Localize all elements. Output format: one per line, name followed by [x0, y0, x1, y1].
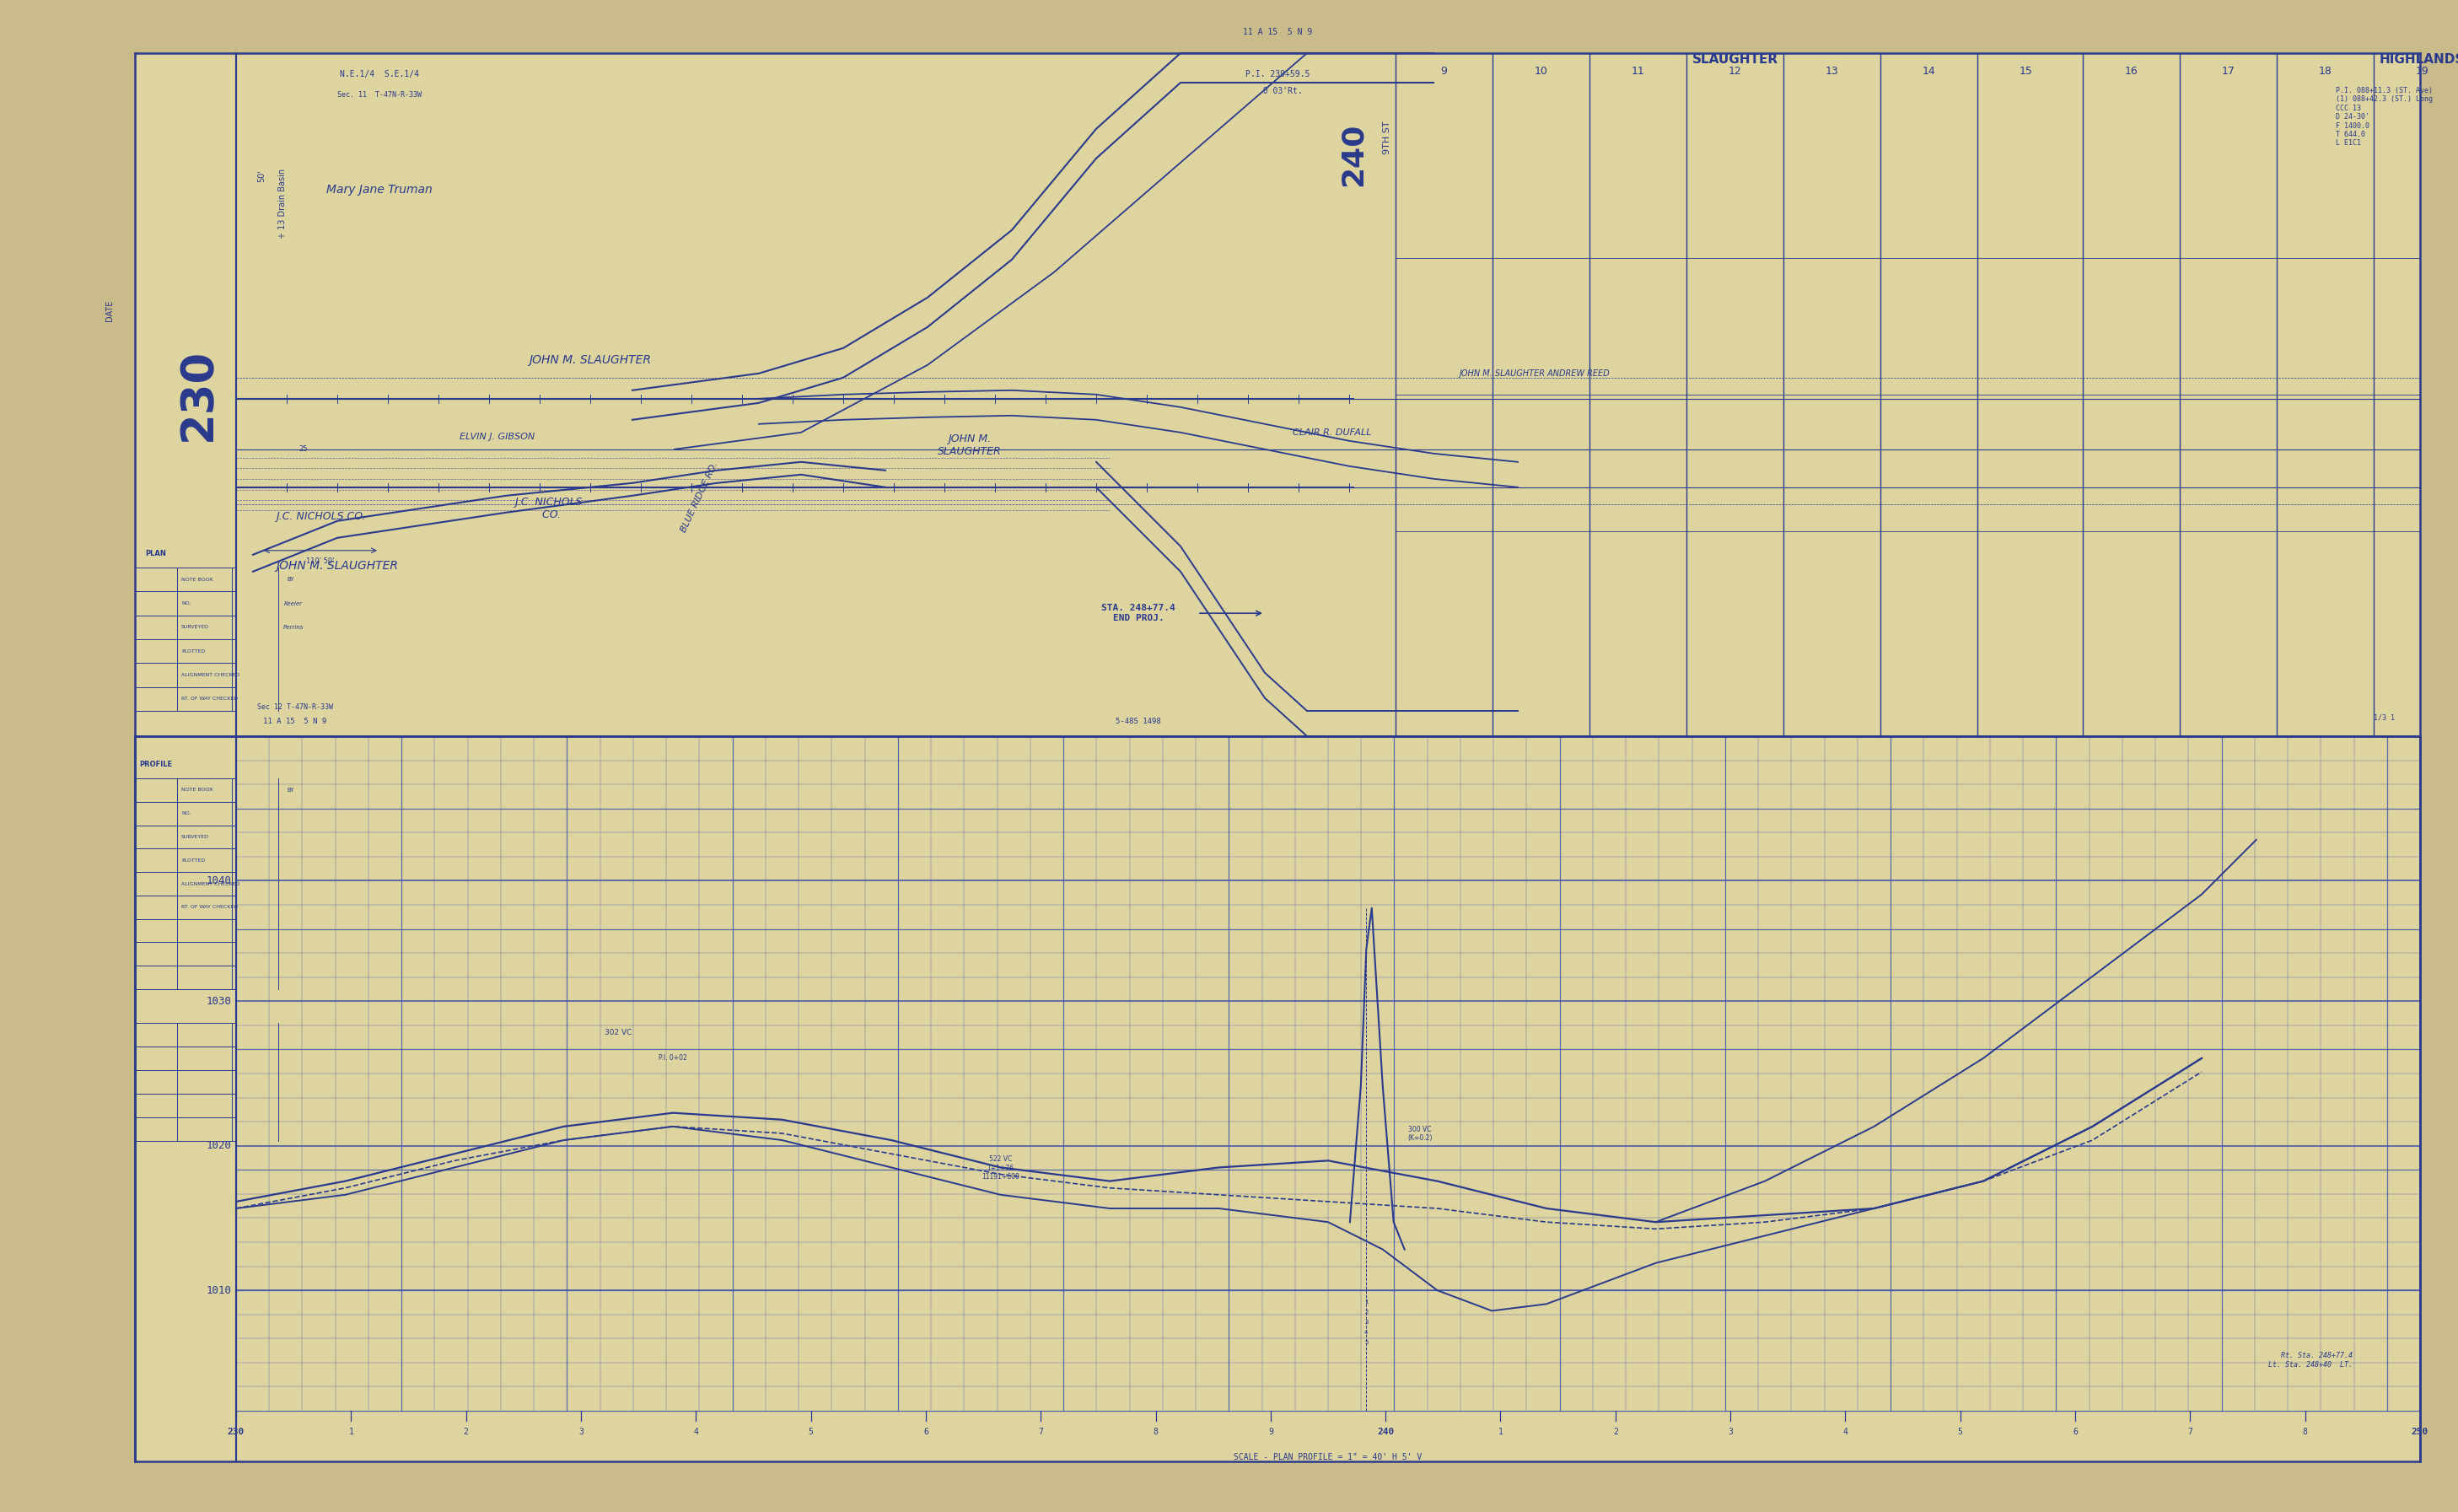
Text: 4: 4	[1364, 1331, 1369, 1335]
Text: 9: 9	[1268, 1427, 1273, 1436]
Bar	[135, 736, 2421, 1462]
Text: 2: 2	[1364, 1309, 1369, 1315]
Text: 110' 50': 110' 50'	[307, 558, 334, 565]
Text: 250: 250	[2411, 1427, 2429, 1436]
Text: 1020: 1020	[206, 1140, 231, 1151]
Text: HIGHLANDS: HIGHLANDS	[2379, 53, 2458, 67]
Text: 9TH ST: 9TH ST	[1384, 121, 1391, 154]
Text: JOHN M. SLAUGHTER: JOHN M. SLAUGHTER	[528, 355, 651, 366]
Text: 5: 5	[809, 1427, 814, 1436]
Text: 1: 1	[1497, 1427, 1502, 1436]
Text: 18: 18	[2318, 67, 2333, 77]
Text: 230: 230	[229, 1427, 246, 1436]
Text: 522 VC
1+1+76
11191+600: 522 VC 1+1+76 11191+600	[981, 1155, 1020, 1181]
Text: 2: 2	[465, 1427, 469, 1436]
Text: 1/3 1: 1/3 1	[2374, 714, 2394, 721]
Text: 5: 5	[1364, 1340, 1369, 1346]
Text: 11 A 15  5 N 9: 11 A 15 5 N 9	[1244, 27, 1313, 36]
Text: Perrins: Perrins	[283, 624, 305, 631]
Text: PLOTTED: PLOTTED	[182, 859, 204, 862]
Text: 11 A 15  5 N 9: 11 A 15 5 N 9	[263, 718, 327, 726]
Text: 6: 6	[2072, 1427, 2077, 1436]
Text: CLAIR R. DUFALL: CLAIR R. DUFALL	[1293, 428, 1372, 437]
Text: N.E.1/4  S.E.1/4: N.E.1/4 S.E.1/4	[339, 70, 418, 79]
Text: 1040: 1040	[206, 875, 231, 886]
Text: SURVEYED: SURVEYED	[182, 624, 209, 629]
Text: STA. 248+77.4
END PROJ.: STA. 248+77.4 END PROJ.	[1101, 605, 1175, 623]
Text: 3: 3	[578, 1427, 583, 1436]
Text: 17: 17	[2222, 67, 2234, 77]
Text: 9: 9	[1440, 67, 1448, 77]
Text: ALIGNMENT CHECKED: ALIGNMENT CHECKED	[182, 673, 241, 677]
Text: PLAN: PLAN	[145, 550, 167, 558]
Text: PROFILE: PROFILE	[140, 761, 172, 768]
Text: 6: 6	[924, 1427, 929, 1436]
Text: 8: 8	[2303, 1427, 2308, 1436]
Text: 19: 19	[2416, 67, 2429, 77]
Text: 3: 3	[1728, 1427, 1733, 1436]
Text: Rt. Sta. 248+77.4
Lt. Sta. 248+40  LT.: Rt. Sta. 248+77.4 Lt. Sta. 248+40 LT.	[2269, 1352, 2352, 1368]
Text: 0 03'Rt.: 0 03'Rt.	[1254, 86, 1303, 95]
Text: ALIGNMENT CHECKED: ALIGNMENT CHECKED	[182, 881, 241, 886]
Text: 7: 7	[2188, 1427, 2193, 1436]
Text: NO.: NO.	[182, 602, 192, 605]
Text: NOTE BOOK: NOTE BOOK	[182, 788, 214, 792]
Text: 300 VC
(K=0.2): 300 VC (K=0.2)	[1408, 1125, 1433, 1142]
Text: Keeler: Keeler	[285, 600, 302, 606]
Text: P.I. 0+02: P.I. 0+02	[659, 1054, 688, 1061]
Text: 5: 5	[1959, 1427, 1964, 1436]
Text: JOHN M. SLAUGHTER: JOHN M. SLAUGHTER	[275, 559, 398, 572]
Text: 1: 1	[1364, 1300, 1369, 1305]
Text: 8: 8	[1153, 1427, 1158, 1436]
Text: ELVIN J. GIBSON: ELVIN J. GIBSON	[460, 432, 536, 442]
Text: 240: 240	[1376, 1427, 1394, 1436]
Text: 13: 13	[1826, 67, 1839, 77]
Text: 7: 7	[1037, 1427, 1042, 1436]
Text: 3: 3	[1364, 1320, 1369, 1325]
Text: JOHN M.
SLAUGHTER: JOHN M. SLAUGHTER	[939, 434, 1000, 457]
Text: P.I. 239+59.5: P.I. 239+59.5	[1246, 70, 1310, 79]
Text: BY: BY	[288, 788, 295, 792]
Text: Mary Jane Truman: Mary Jane Truman	[327, 184, 433, 195]
Text: 4: 4	[693, 1427, 698, 1436]
Text: 11: 11	[1632, 67, 1644, 77]
Text: 16: 16	[2124, 67, 2138, 77]
Text: 5-48S 1498: 5-48S 1498	[1116, 718, 1160, 726]
Text: BLUE RIDGE RD.: BLUE RIDGE RD.	[681, 461, 720, 534]
Text: 302 VC: 302 VC	[605, 1030, 632, 1037]
Text: 10: 10	[1534, 67, 1549, 77]
Text: 14: 14	[1922, 67, 1934, 77]
Text: P.I. 088+11.3 (ST. Ave)
(1) 088+42.3 (ST.) Long
CCC 13
D 24-30'
F 1400.0
T 644.0: P.I. 088+11.3 (ST. Ave) (1) 088+42.3 (ST…	[2335, 86, 2433, 147]
Text: J.C. NICHOLS
  CO.: J.C. NICHOLS CO.	[514, 496, 583, 520]
Text: 4: 4	[1844, 1427, 1848, 1436]
Text: SURVEYED: SURVEYED	[182, 835, 209, 839]
Text: 1030: 1030	[206, 996, 231, 1007]
Text: PLOTTED: PLOTTED	[182, 649, 204, 653]
Text: J.C. NICHOLS CO.: J.C. NICHOLS CO.	[275, 511, 366, 522]
Text: 240: 240	[1340, 122, 1367, 186]
Text: 25: 25	[300, 446, 307, 454]
Text: SLAUGHTER: SLAUGHTER	[1691, 53, 1777, 67]
Text: 15: 15	[2018, 67, 2033, 77]
Text: 2: 2	[1612, 1427, 1617, 1436]
Text: SCALE - PLAN PROFILE = 1" = 40' H 5' V: SCALE - PLAN PROFILE = 1" = 40' H 5' V	[1234, 1453, 1423, 1462]
Text: Sec 12 T-47N-R-33W: Sec 12 T-47N-R-33W	[258, 703, 334, 711]
Text: Sec. 11  T-47N-R-33W: Sec. 11 T-47N-R-33W	[337, 91, 423, 98]
Text: + 13 Drain Basin: + 13 Drain Basin	[278, 168, 288, 239]
Text: DATE: DATE	[106, 299, 113, 321]
Text: NOTE BOOK: NOTE BOOK	[182, 578, 214, 582]
Text: 12: 12	[1728, 67, 1743, 77]
Text: JOHN M. SLAUGHTER ANDREW REED: JOHN M. SLAUGHTER ANDREW REED	[1460, 369, 1610, 378]
Text: 50': 50'	[258, 169, 265, 183]
Text: RT. OF WAY CHECKED: RT. OF WAY CHECKED	[182, 906, 238, 909]
Text: BY: BY	[288, 578, 295, 582]
Text: NO.: NO.	[182, 812, 192, 815]
Text: RT. OF WAY CHECKED: RT. OF WAY CHECKED	[182, 697, 238, 702]
Text: 230: 230	[177, 348, 221, 442]
Text: 1010: 1010	[206, 1285, 231, 1296]
Text: 1: 1	[349, 1427, 354, 1436]
